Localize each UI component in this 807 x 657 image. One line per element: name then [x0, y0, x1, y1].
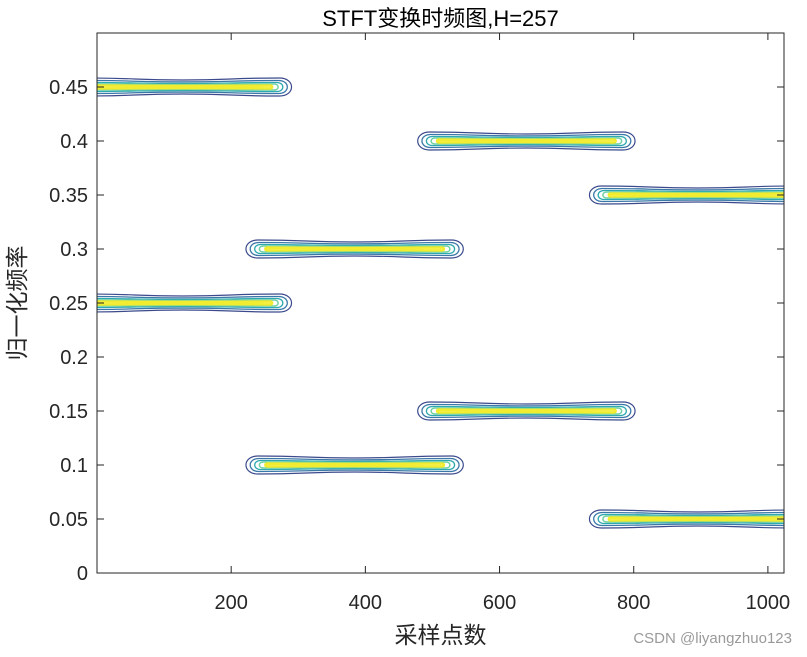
contour-line-outer — [97, 293, 293, 313]
contour-line-peak — [264, 246, 446, 252]
tf-component — [417, 131, 636, 151]
y-tick-label: 0.25 — [49, 293, 88, 315]
x-tick-label: 800 — [617, 592, 650, 614]
y-tick-label: 0.4 — [60, 131, 88, 153]
contour-line-outer — [588, 509, 784, 529]
contour-line-peak — [607, 192, 784, 198]
contour-line-mid-outer — [249, 241, 460, 257]
chart-title: STFT变换时频图,H=257 — [322, 6, 559, 31]
tf-component — [97, 77, 293, 97]
y-tick-label: 0.45 — [49, 77, 88, 99]
tf-component — [245, 455, 464, 475]
x-tick-label: 600 — [483, 592, 516, 614]
y-axis-ticks: 0 0.05 0.1 0.15 0.2 0.25 0.3 0.35 0.4 0.45 — [49, 77, 784, 585]
contour-line-mid — [597, 189, 784, 201]
x-tick-label: 1000 — [746, 592, 791, 614]
tf-component — [417, 401, 636, 421]
contour-line-outer — [245, 455, 464, 475]
contour-line-mid-outer — [593, 511, 784, 527]
contour-line-outer — [417, 131, 636, 151]
contour-line-mid-outer — [421, 133, 632, 149]
contour-line-outer — [588, 185, 784, 205]
contour-line-peak — [97, 300, 274, 306]
contour-line-mid-outer — [97, 79, 288, 95]
x-tick-label: 400 — [349, 592, 382, 614]
contour-line-mid — [97, 297, 284, 309]
contour-line-peak — [435, 408, 617, 414]
contour-line-outer — [245, 239, 464, 259]
y-axis-label: 归一化频率 — [5, 246, 31, 361]
contour-line-mid — [597, 513, 784, 525]
contour-line-mid-outer — [421, 403, 632, 419]
y-tick-label: 0.1 — [60, 455, 88, 477]
watermark: CSDN @liyangzhuo123 — [633, 630, 792, 647]
y-tick-label: 0.15 — [49, 401, 88, 423]
contour-line-mid — [425, 135, 627, 147]
contour-line-mid — [254, 243, 456, 255]
tf-component — [97, 293, 293, 313]
y-tick-label: 0.05 — [49, 509, 88, 531]
contour-line-outer — [417, 401, 636, 421]
x-axis-label: 采样点数 — [395, 623, 487, 649]
contour-line-peak — [435, 138, 617, 144]
contour-line-mid-outer — [249, 457, 460, 473]
contour-line-outer — [97, 77, 293, 97]
contour-line-mid — [254, 459, 456, 471]
y-tick-label: 0 — [77, 563, 88, 585]
tf-component — [588, 509, 784, 529]
contour-line-mid — [425, 405, 627, 417]
x-axis-ticks: 200 400 600 800 1000 — [214, 33, 790, 614]
y-tick-label: 0.3 — [60, 239, 88, 261]
tf-component — [245, 239, 464, 259]
contour-line-peak — [97, 84, 274, 90]
tf-component — [588, 185, 784, 205]
contour-line-mid-outer — [593, 187, 784, 203]
contour-line-mid — [97, 81, 284, 93]
y-tick-label: 0.35 — [49, 185, 88, 207]
x-tick-label: 200 — [214, 592, 247, 614]
y-tick-label: 0.2 — [60, 347, 88, 369]
contour-line-peak — [607, 516, 784, 522]
contour-layer — [97, 77, 784, 529]
contour-line-peak — [264, 462, 446, 468]
contour-line-mid-outer — [97, 295, 288, 311]
